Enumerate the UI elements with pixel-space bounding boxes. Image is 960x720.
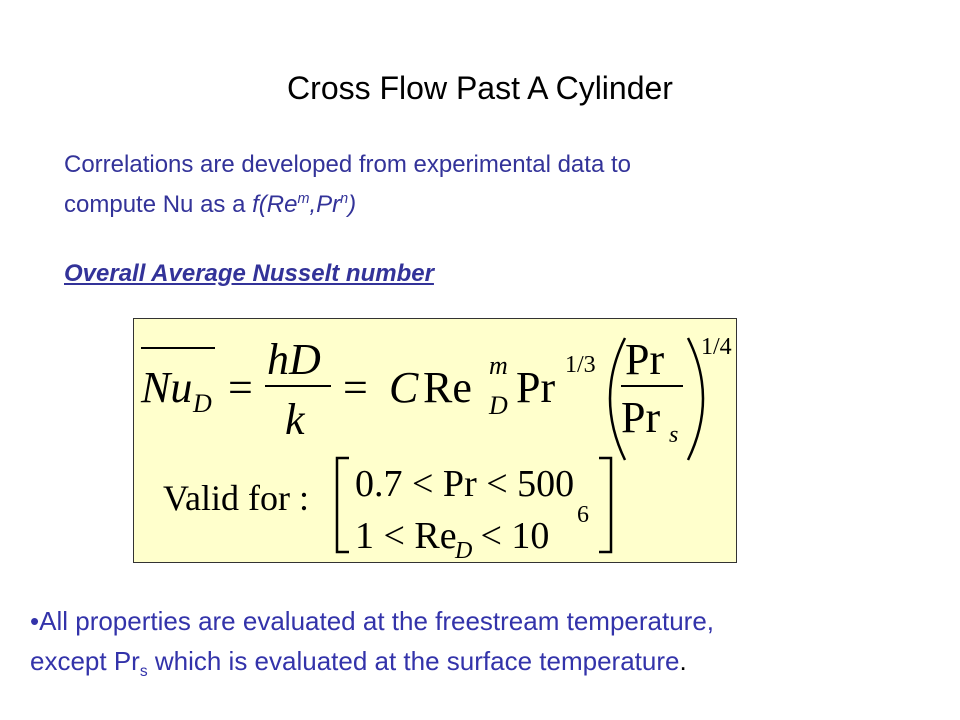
eq-op: = (228, 363, 253, 412)
eq-text: hD (267, 335, 321, 384)
intro-text: compute Nu as a (64, 191, 253, 218)
bullet-text: which is evaluated at the surface temper… (147, 646, 680, 676)
eq-sub: D (488, 391, 508, 420)
eq-text: Pr (625, 335, 664, 384)
bullet-period: . (679, 646, 687, 676)
intro-line: Correlations are developed from experime… (64, 151, 631, 178)
bullet: •All properties are evaluated at the fre… (30, 601, 714, 692)
eq-text: < 10 (471, 515, 549, 557)
bullet-line: except Prs which is evaluated at the sur… (30, 641, 714, 692)
box-background (133, 318, 737, 563)
eq-text: 0.7 < Pr < 500 (355, 463, 574, 505)
paren (686, 337, 705, 461)
eq-sub: D (192, 389, 212, 418)
formula-sup: n (340, 191, 349, 207)
slide-title: Cross Flow Past A Cylinder (287, 70, 673, 106)
paren (608, 337, 627, 461)
equation-box: Nu D = hD k = C Re m D Pr 1/3 Pr Pr s 1/… (133, 318, 737, 563)
eq-sup: 1/4 (701, 334, 732, 360)
eq-text: Nu (140, 363, 192, 412)
eq-sup: 1/3 (565, 352, 596, 378)
eq-text: Re (423, 363, 472, 412)
eq-sub: D (454, 538, 472, 563)
bullet-marker: • (30, 606, 40, 636)
bracket (335, 456, 349, 554)
intro-line: compute Nu as a f(Rem,Prn) (64, 182, 631, 222)
bullet-text: except Pr (30, 646, 140, 676)
eq-sub: s (669, 422, 678, 448)
bracket (599, 456, 613, 554)
eq-text: Pr (621, 393, 660, 442)
formula: f(Rem,Prn) (252, 191, 356, 218)
eq-sup: m (489, 351, 508, 380)
bullet-sub: s (139, 663, 148, 681)
eq-text: Pr (516, 363, 555, 412)
bullet-text: All properties are evaluated at the free… (39, 606, 715, 636)
eq-text: Valid for : (163, 478, 309, 518)
eq-text: 1 < Re (355, 515, 457, 557)
eq-text: C (389, 363, 419, 412)
formula-part: ,Pr (309, 191, 341, 218)
bullet-line: •All properties are evaluated at the fre… (30, 601, 714, 641)
formula-part: ) (348, 191, 357, 218)
formula-sup: m (297, 191, 310, 207)
eq-op: = (343, 363, 368, 412)
formula-part: f(Re (252, 191, 298, 218)
eq-text: k (285, 395, 306, 444)
section-heading: Overall Average Nusselt number (64, 260, 434, 287)
eq-sup: 6 (577, 502, 589, 528)
intro: Correlations are developed from experime… (64, 148, 631, 222)
